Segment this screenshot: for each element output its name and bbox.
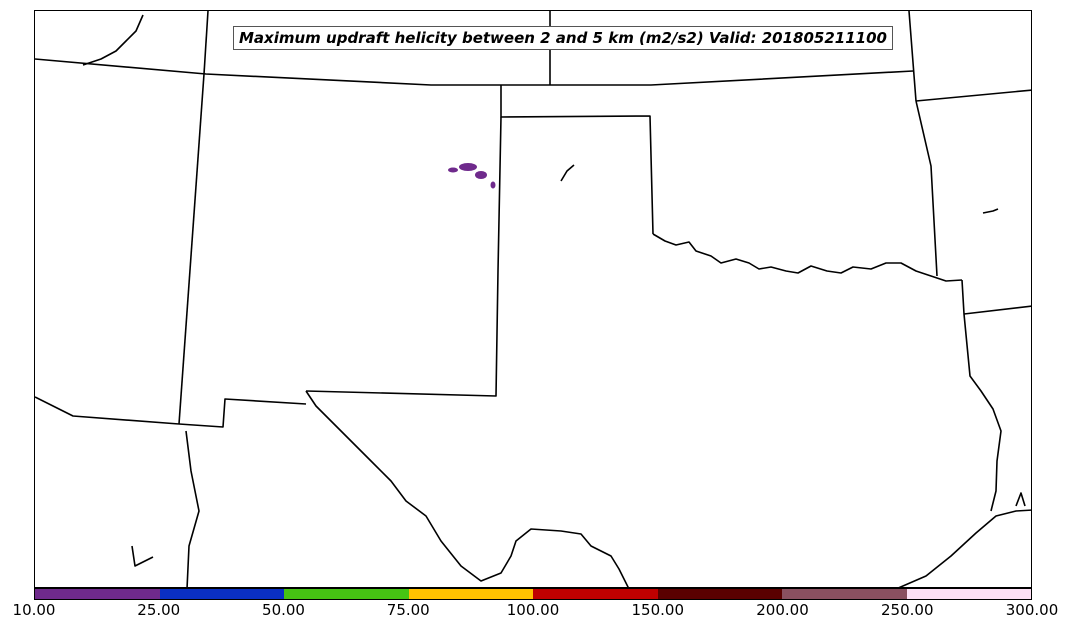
colorbar-tick-label: 25.00	[137, 601, 181, 619]
colorbar-segment-2	[284, 589, 409, 599]
colorbar-tick-label: 200.00	[756, 601, 809, 619]
border-co-west-north	[203, 11, 209, 75]
border-tx-east	[961, 279, 1002, 512]
border-nebraska-south	[35, 58, 914, 86]
colorbar-tick-label: 300.00	[1005, 601, 1059, 619]
colorbar-tick-label: 250.00	[881, 601, 934, 619]
colorbar-tick-label: 50.00	[262, 601, 305, 619]
border-ok-north	[500, 85, 654, 235]
colorbar	[34, 588, 1032, 600]
colorbar-segment-7	[906, 589, 1031, 599]
colorbar-segment-3	[408, 589, 533, 599]
colorbar-segment-5	[657, 589, 782, 599]
colorbar-tick-label: 100.00	[506, 601, 560, 619]
state-borders-map	[35, 11, 1031, 587]
lake-2	[982, 208, 999, 214]
colorbar-segment-6	[782, 589, 907, 599]
gulf-coast	[898, 509, 1031, 587]
colorbar-tick-label: 150.00	[631, 601, 685, 619]
colorbar-segment-4	[533, 589, 658, 599]
border-az-ca	[35, 396, 180, 425]
lake-4	[131, 545, 154, 567]
colorbar-segment-0	[35, 589, 160, 599]
map-panel: Maximum updraft helicity between 2 and 5…	[34, 10, 1032, 588]
border-ok-east	[915, 100, 938, 277]
border-tx-rio-grande	[305, 390, 629, 587]
map-title: Maximum updraft helicity between 2 and 5…	[233, 26, 893, 50]
colorbar-tick-label: 75.00	[386, 601, 430, 619]
lake-3	[82, 14, 144, 66]
border-nm-az	[185, 430, 200, 587]
border-missouri-west	[908, 11, 917, 102]
lake-5	[1015, 492, 1026, 507]
border-tx-panhandle-east	[305, 116, 502, 397]
colorbar-labels: 10.00 25.00 50.00 75.00 100.00 150.00 200.00 25…	[0, 601, 1070, 625]
border-nm-tx-south	[178, 398, 307, 428]
border-nm-co	[178, 73, 205, 425]
border-red-river	[652, 233, 963, 282]
border-ar-north	[915, 89, 1031, 102]
border-ar-la	[963, 305, 1031, 315]
colorbar-tick-label: 10.00	[12, 601, 56, 619]
colorbar-segment-1	[159, 589, 284, 599]
lake-1	[560, 164, 575, 182]
helicity-cells	[448, 163, 496, 189]
